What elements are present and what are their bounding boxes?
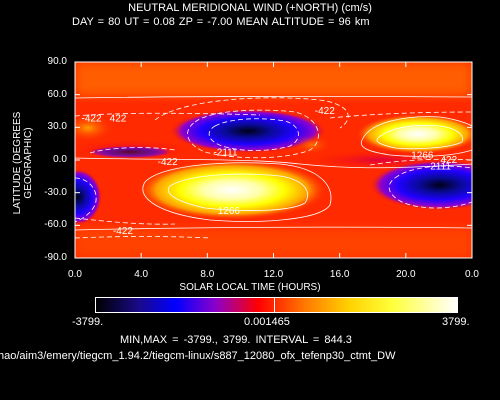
contour-lines-negative (75, 97, 472, 239)
x-tick-label: 0.0 (465, 269, 479, 280)
contour-label: 422 (440, 155, 457, 166)
contour-label: -2111 (213, 147, 238, 158)
y-tick-label: 60.0 (47, 88, 67, 100)
y-tick-label: 0.0 (53, 154, 67, 165)
y-tick-label: 90.0 (47, 56, 67, 67)
chart-subtitle: DAY = 80 UT = 0.08 ZP = -7.00 MEAN ALTIT… (72, 16, 370, 28)
y-tick-label: -90.0 (44, 252, 67, 263)
chart-title: NEUTRAL MERIDIONAL WIND (+NORTH) (cm/s) (128, 2, 372, 14)
contour-lines (75, 95, 472, 231)
colorbar-mid-tick (274, 297, 275, 313)
contour-label: 1266 (411, 151, 434, 162)
x-tick-label: 20.0 (396, 269, 416, 280)
x-tick-label: 12.0 (263, 269, 284, 280)
y-tick-label: -60.0 (44, 219, 67, 231)
minmax-interval-text: MIN,MAX = -3799., 3799. INTERVAL = 844.3 (120, 334, 352, 346)
contour-label: -422 (113, 226, 133, 237)
x-tick-label: 16.0 (329, 269, 350, 280)
y-tick-label: 30.0 (47, 121, 67, 133)
colorbar-mid-label: 0.001465 (244, 316, 290, 328)
heatmap-field (75, 62, 472, 258)
contour-label: 422 (110, 114, 127, 125)
x-axis-label: SOLAR LOCAL TIME (HOURS) (179, 282, 321, 293)
colorbar-max-label: 3799. (442, 316, 470, 328)
contour-label: -2111 (427, 162, 452, 173)
x-tick-label: 8.0 (200, 269, 215, 280)
x-tick-label: 0.0 (68, 269, 82, 280)
y-axis-label: LATITUDE (DEGREES GEOGRAPHIC) (12, 111, 34, 215)
contour-label: -422 (82, 114, 102, 125)
x-tick-label: 4.0 (134, 269, 149, 280)
y-tick-label: -30.0 (44, 186, 67, 198)
contour-label: -422 (315, 106, 335, 117)
tick-marks (74, 61, 473, 259)
colorbar-min-label: -3799. (72, 316, 104, 328)
contour-label: -422 (158, 157, 178, 168)
colorbar (95, 297, 458, 313)
contour-label: 1266 (218, 206, 241, 217)
file-path-text: hao/aim3/emery/tiegcm_1.94.2/tiegcm-linu… (0, 350, 396, 362)
